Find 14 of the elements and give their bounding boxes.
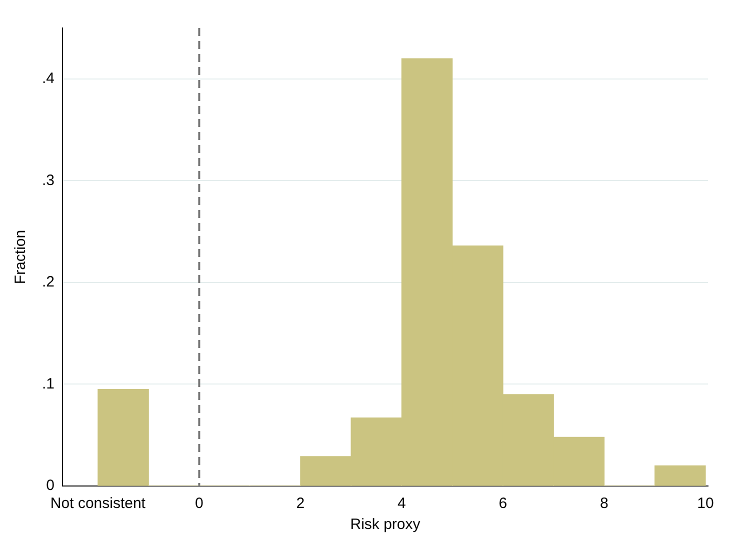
x-tick-label: Not consistent xyxy=(50,495,146,512)
x-tick-label: 0 xyxy=(195,495,204,512)
x-axis-title: Risk proxy xyxy=(350,516,421,534)
x-tick-label: 10 xyxy=(697,495,714,512)
y-axis-title: Fraction xyxy=(12,230,30,284)
y-tick-label: .1 xyxy=(42,375,55,392)
x-tick-label: 4 xyxy=(398,495,406,512)
y-tick-label: .4 xyxy=(42,70,55,88)
x-tick-label: 8 xyxy=(600,495,608,512)
x-tick-label: 6 xyxy=(498,495,508,512)
y-tick-label: 0 xyxy=(46,477,55,494)
y-tick-label: .3 xyxy=(42,172,55,189)
y-tick-label: .2 xyxy=(42,274,55,291)
x-tick-label: 2 xyxy=(296,495,305,512)
